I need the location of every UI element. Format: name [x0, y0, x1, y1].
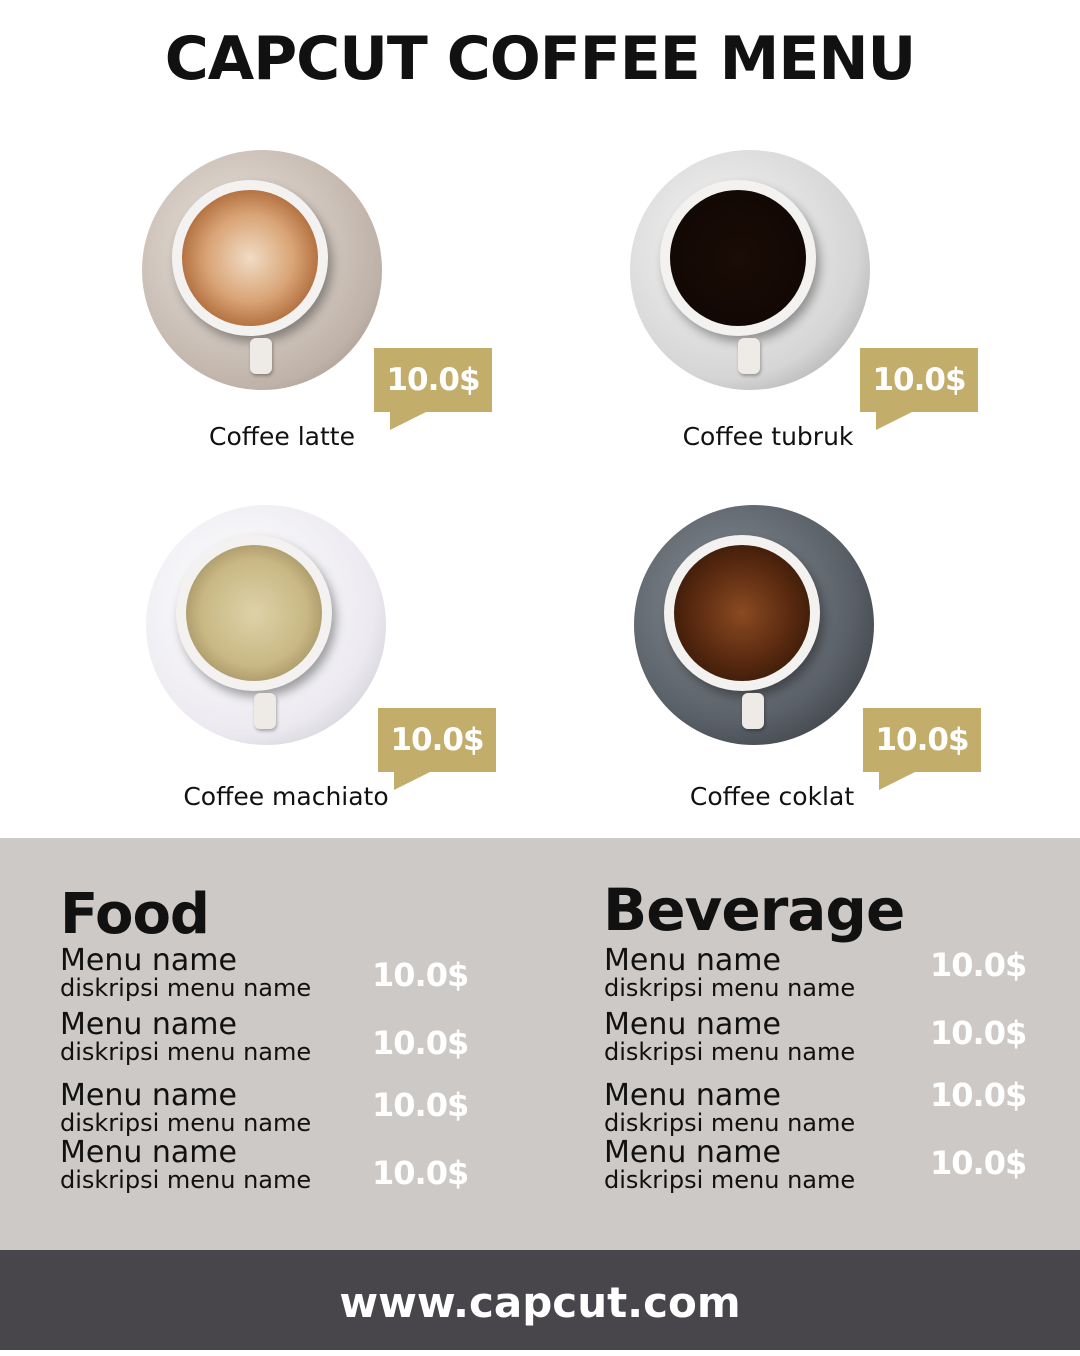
food-heading: Food: [60, 882, 210, 947]
food-price: 10.0$: [372, 1154, 469, 1192]
food-price: 10.0$: [372, 1086, 469, 1124]
page-title: CAPCUT COFFEE MENU: [164, 24, 917, 94]
price-tag: 10.0$: [863, 708, 981, 790]
beverage-item: Menu name diskripsi menu name: [604, 1135, 856, 1194]
beverage-price: 10.0$: [930, 1014, 1027, 1052]
product-name: Coffee coklat: [689, 782, 855, 811]
product-name: Coffee latte: [209, 422, 355, 451]
product-name: Coffee machiato: [183, 782, 389, 811]
coffee-tubruk-image: [630, 150, 870, 390]
beverage-item: Menu name diskripsi menu name: [604, 943, 856, 1002]
food-price: 10.0$: [372, 1024, 469, 1062]
footer-url[interactable]: www.capcut.com: [0, 1250, 1080, 1350]
food-item: Menu name diskripsi menu name: [60, 1007, 312, 1066]
price-tag: 10.0$: [860, 348, 978, 430]
beverage-item: Menu name diskripsi menu name: [604, 1007, 856, 1066]
coffee-latte-image: [142, 150, 382, 390]
beverage-price: 10.0$: [930, 1076, 1027, 1114]
product-name: Coffee tubruk: [682, 422, 854, 451]
menu-panel: [0, 838, 1080, 1250]
beverage-price: 10.0$: [930, 1144, 1027, 1182]
price-tag: 10.0$: [378, 708, 496, 790]
beverage-heading: Beverage: [603, 876, 905, 944]
price-tag: 10.0$: [374, 348, 492, 430]
coffee-machiato-image: [146, 505, 386, 745]
food-item: Menu name diskripsi menu name: [60, 1135, 312, 1194]
beverage-price: 10.0$: [930, 946, 1027, 984]
beverage-item: Menu name diskripsi menu name: [604, 1078, 856, 1137]
food-price: 10.0$: [372, 956, 469, 994]
food-item: Menu name diskripsi menu name: [60, 943, 312, 1002]
food-item: Menu name diskripsi menu name: [60, 1078, 312, 1137]
coffee-coklat-image: [634, 505, 874, 745]
